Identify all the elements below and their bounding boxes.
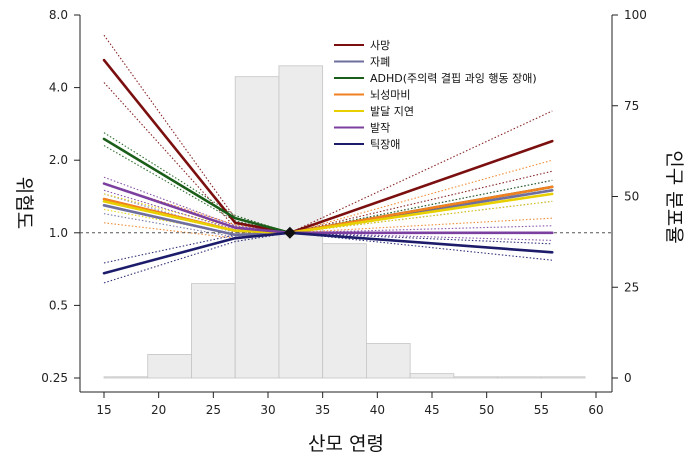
x-tick-label: 60 xyxy=(588,403,603,417)
series-ci-line xyxy=(103,200,553,238)
histogram-bar xyxy=(191,283,236,379)
plot-frame xyxy=(79,15,613,393)
series-lines xyxy=(102,58,554,275)
legend-label: 뇌성마비 xyxy=(370,89,410,102)
x-tick-label: 55 xyxy=(534,403,549,417)
histogram-bar xyxy=(147,354,192,379)
x-tick-label: 15 xyxy=(96,403,111,417)
series-line xyxy=(102,189,554,237)
reference-marker xyxy=(283,226,296,239)
x-tick-label: 35 xyxy=(315,403,330,417)
legend-label: 자폐 xyxy=(370,56,390,69)
y-left-tick-label: 1.0 xyxy=(49,226,68,240)
y-left-tick-label: 8.0 xyxy=(49,8,68,22)
histogram-bar xyxy=(540,376,586,379)
histogram-bar xyxy=(365,343,411,379)
x-tick-label: 25 xyxy=(206,403,221,417)
legend-label: 사망 xyxy=(370,39,390,52)
series-ci-line xyxy=(103,232,553,284)
legend-label: ADHD(주의력 결핍 과잉 행동 장애) xyxy=(370,72,537,85)
y-left-tick-label: 2.0 xyxy=(49,153,68,167)
x-tick-label: 30 xyxy=(260,403,275,417)
left-axis-title: 위험도 xyxy=(13,177,35,229)
histogram-bar xyxy=(453,376,499,379)
y-right-tick-label: 25 xyxy=(624,280,639,294)
series-line xyxy=(102,182,554,235)
series-ci-line xyxy=(103,176,553,234)
histogram-bar xyxy=(103,376,149,379)
y-left-tick-label: 0.25 xyxy=(41,371,68,385)
series-ci-line xyxy=(103,189,553,241)
legend-label: 틱장애 xyxy=(370,138,400,151)
x-tick-label: 40 xyxy=(370,403,385,417)
histogram-bar xyxy=(409,373,455,379)
x-tick-label: 45 xyxy=(424,403,439,417)
series-ci-line xyxy=(103,200,553,235)
x-tick-label: 20 xyxy=(151,403,166,417)
y-left-tick-label: 4.0 xyxy=(49,81,68,95)
series-ci-line xyxy=(103,186,553,234)
histogram-bar xyxy=(278,65,324,379)
series-line xyxy=(102,58,554,235)
histogram-bar xyxy=(322,243,367,379)
y-left-tick-label: 0.5 xyxy=(49,298,68,312)
y-right-tick-label: 50 xyxy=(624,190,639,204)
y-right-tick-label: 100 xyxy=(624,8,647,22)
series-line xyxy=(102,231,554,275)
x-tick-label: 50 xyxy=(479,403,494,417)
series-line xyxy=(102,192,554,235)
series-ci-line xyxy=(103,82,553,234)
y-right-tick-label: 75 xyxy=(624,99,639,113)
reference-point-marker xyxy=(283,226,296,239)
x-axis-title: 산모 연령 xyxy=(308,433,384,455)
legend-label: 발작 xyxy=(370,122,390,135)
legend-label: 발달 지연 xyxy=(370,105,414,118)
y-right-tick-label: 0 xyxy=(624,371,632,385)
series-ci-line xyxy=(103,132,553,234)
axes-ticks: 15 20 25 30 35 40 45 50 55 60 0.25 0.5 1.0 2.0 4.0 8.0 0… xyxy=(41,8,647,417)
right-axis-title: 인구 분포율 xyxy=(663,150,685,243)
histogram-bar xyxy=(497,376,542,379)
